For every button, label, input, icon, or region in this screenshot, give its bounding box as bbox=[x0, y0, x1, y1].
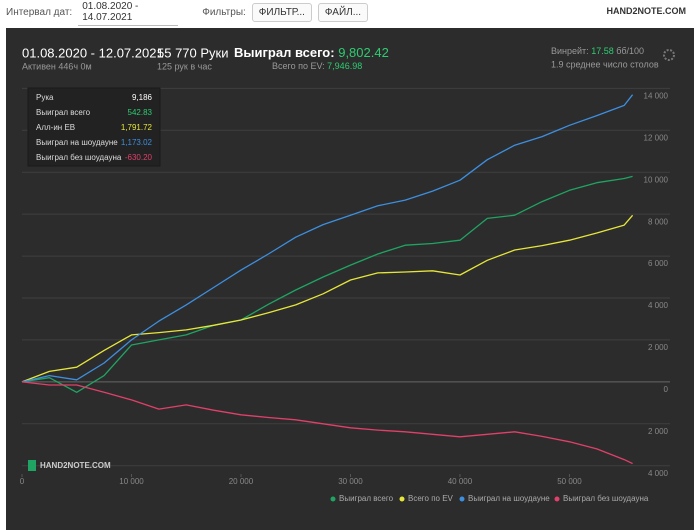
tooltip-label: Выиграл всего bbox=[36, 108, 91, 117]
won: Выиграл всего: 9,802.42 bbox=[234, 45, 389, 60]
y-tick-label: 12 000 bbox=[644, 133, 669, 142]
series-line bbox=[21, 175, 633, 393]
logo: HAND2NOTE.COM bbox=[606, 6, 686, 16]
file-button[interactable]: ФАЙЛ... bbox=[317, 2, 369, 22]
ev-value: 7,946.98 bbox=[327, 61, 362, 71]
legend-label: Выиграл без шоудауна bbox=[563, 494, 649, 503]
legend-swatch bbox=[459, 496, 465, 502]
hands-per-hour: 125 рук в час bbox=[157, 61, 212, 71]
tooltip-value: 1,173.02 bbox=[121, 138, 153, 147]
y-tick-label: 4 000 bbox=[648, 469, 669, 478]
tooltip-label: Выиграл на шоудауне bbox=[36, 138, 118, 147]
tables: 1.9 среднее число столов bbox=[551, 59, 659, 69]
interval-label: Интервал дат: bbox=[6, 6, 73, 18]
winrate-unit: бб/100 bbox=[616, 46, 644, 56]
watermark-icon bbox=[28, 460, 36, 471]
hands: 55 770 Руки bbox=[157, 45, 229, 60]
settings-icon[interactable] bbox=[663, 49, 675, 61]
tooltip: Рука 9,186 Выиграл всего 542.83 Алл-ин EB 1,7… bbox=[27, 87, 161, 167]
tooltip-value: 542.83 bbox=[128, 108, 153, 117]
x-tick-label: 0 bbox=[20, 477, 25, 486]
tooltip-label: Рука bbox=[36, 93, 54, 102]
tooltip-value: 1,791.72 bbox=[121, 123, 153, 132]
x-tick-label: 50 000 bbox=[557, 477, 582, 486]
won-value: 9,802.42 bbox=[338, 45, 389, 60]
filters-label: Фильтры: bbox=[202, 6, 246, 18]
legend-swatch bbox=[399, 496, 405, 502]
y-tick-label: 8 000 bbox=[648, 217, 669, 226]
y-tick-label: 0 bbox=[664, 385, 669, 394]
series-line bbox=[21, 214, 634, 383]
winrate-label: Винрейт: bbox=[551, 46, 589, 56]
y-tick-label: 2 000 bbox=[648, 427, 669, 436]
legend-swatch bbox=[330, 496, 336, 502]
x-tick-label: 30 000 bbox=[338, 477, 363, 486]
winrate-value: 17.58 bbox=[591, 46, 614, 56]
interval-select[interactable]: 01.08.2020 - 14.07.2021 bbox=[78, 0, 179, 26]
legend-swatch bbox=[554, 496, 560, 502]
x-tick-label: 40 000 bbox=[448, 477, 473, 486]
tooltip-value: -630.20 bbox=[125, 153, 153, 162]
series-line bbox=[21, 381, 633, 465]
y-tick-label: 4 000 bbox=[648, 301, 669, 310]
tooltip-label: Выиграл без шоудауна bbox=[36, 153, 122, 162]
plot: 4 000 2 000 0 2 000 4 000 6 000 8 000 10 000 12 … bbox=[20, 87, 670, 503]
x-tick-label: 20 000 bbox=[229, 477, 254, 486]
tooltip-bg bbox=[27, 87, 161, 167]
period: 01.08.2020 - 12.07.2021 bbox=[22, 45, 164, 60]
y-tick-label: 6 000 bbox=[648, 259, 669, 268]
y-tick-label: 14 000 bbox=[644, 91, 669, 100]
winrate: Винрейт: 17.58 бб/100 bbox=[551, 46, 644, 56]
tooltip-label: Алл-ин EB bbox=[36, 123, 75, 132]
active: Активен 446ч 0м bbox=[22, 61, 92, 71]
watermark: HAND2NOTE.COM bbox=[40, 461, 111, 470]
ev-label: Всего по EV: bbox=[272, 61, 325, 71]
y-tick-label: 2 000 bbox=[648, 343, 669, 352]
filter-button[interactable]: ФИЛЬТР... bbox=[251, 2, 312, 22]
series-line bbox=[21, 94, 634, 383]
toolbar: Интервал дат: 01.08.2020 - 14.07.2021 Фи… bbox=[0, 0, 700, 26]
won-label: Выиграл всего: bbox=[234, 45, 335, 60]
x-tick-label: 10 000 bbox=[119, 477, 144, 486]
y-tick-label: 10 000 bbox=[644, 175, 669, 184]
legend-label: Выиграл всего bbox=[339, 494, 394, 503]
legend-label: Выиграл на шоудауне bbox=[468, 494, 550, 503]
tooltip-value: 9,186 bbox=[132, 93, 153, 102]
ev: Всего по EV: 7,946.98 bbox=[272, 61, 362, 71]
legend-label: Всего по EV bbox=[408, 494, 454, 503]
